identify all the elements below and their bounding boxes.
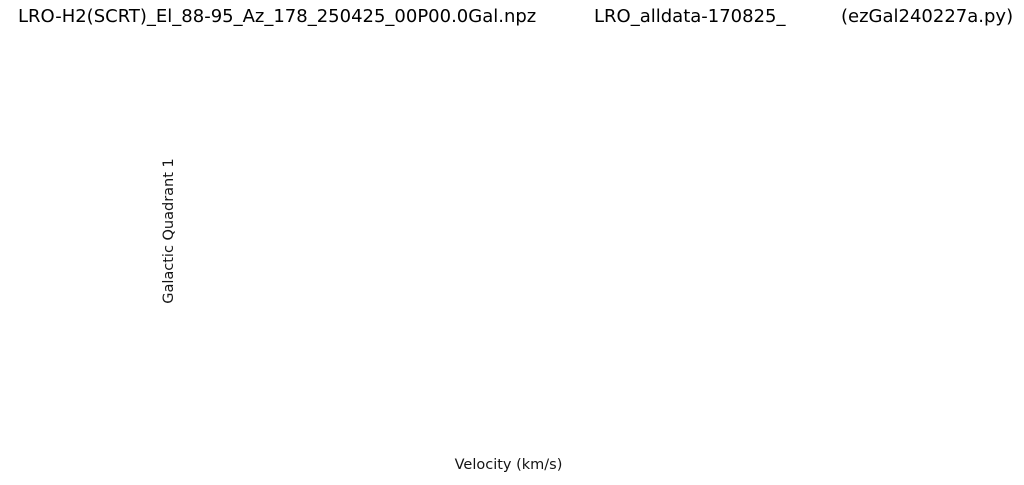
y-axis-label: Galactic Quadrant 1 xyxy=(161,158,177,304)
figure-title-left: LRO-H2(SCRT)_El_88-95_Az_178_250425_00P0… xyxy=(18,6,537,27)
x-axis-label: Velocity (km/s) xyxy=(455,457,563,473)
figure-title-center: LRO_alldata-170825_ xyxy=(594,6,786,27)
figure-title-right: (ezGal240227a.py) xyxy=(841,6,1014,27)
